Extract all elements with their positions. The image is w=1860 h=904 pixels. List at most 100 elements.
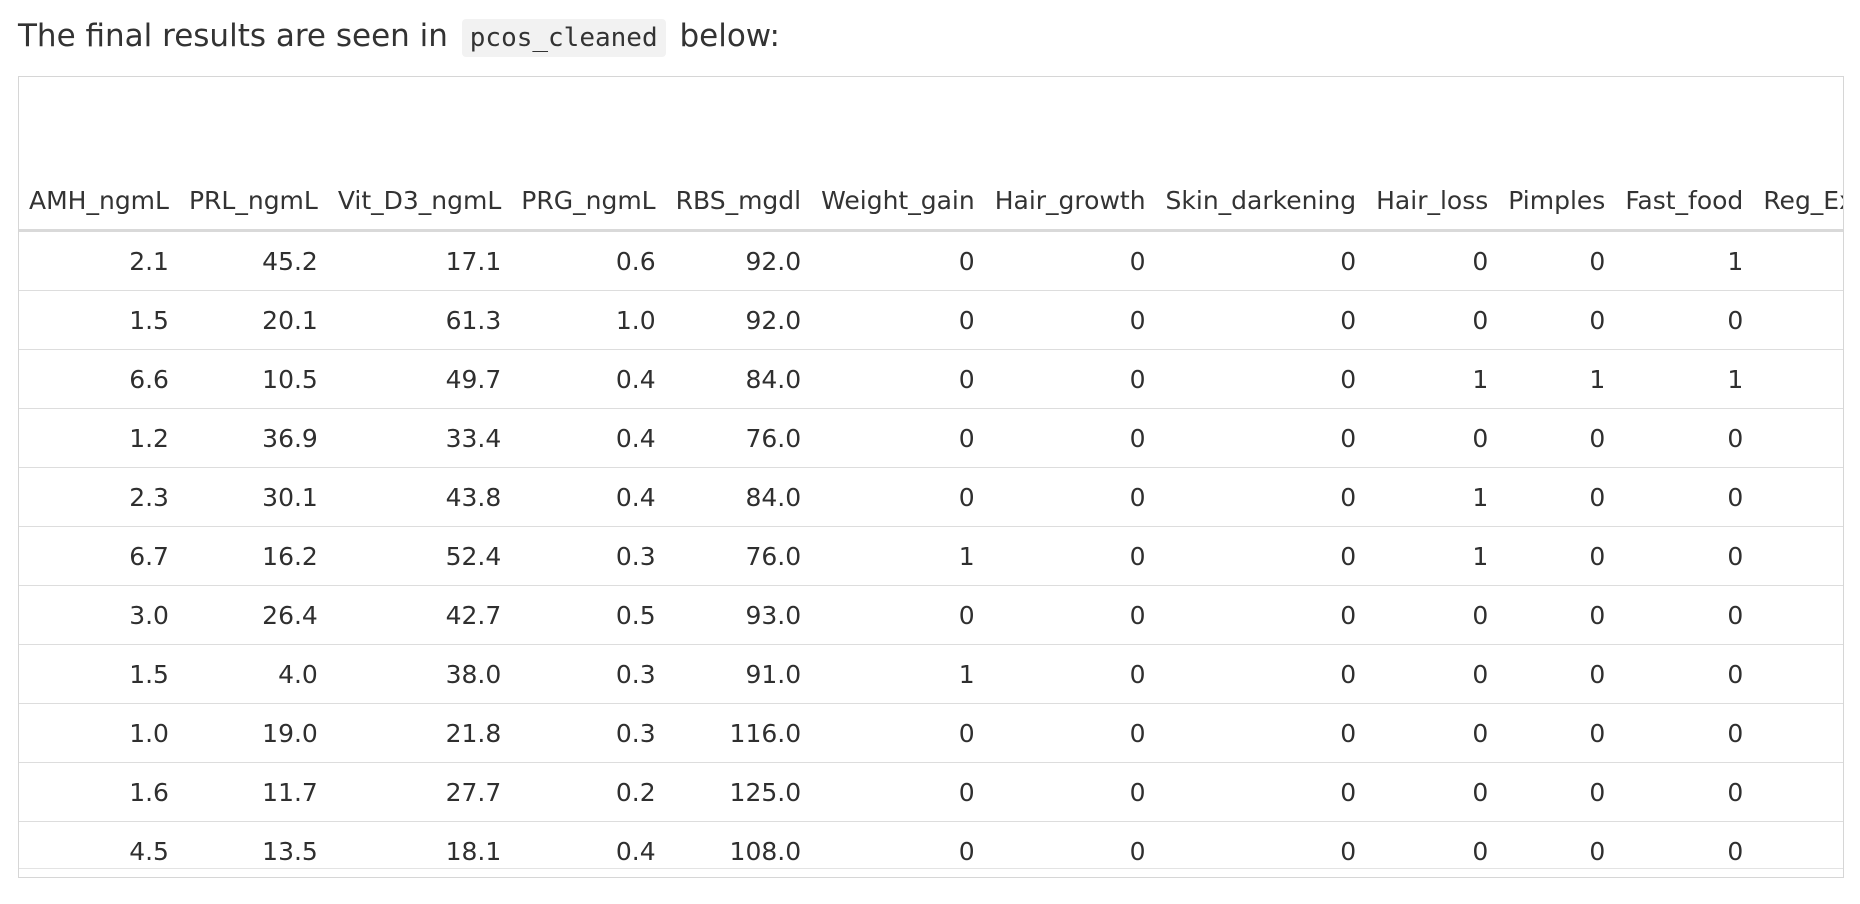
table-cell	[1753, 467, 1843, 527]
table-cell: 0	[1498, 526, 1616, 586]
table-cell: 0	[1615, 821, 1754, 877]
table-cell: 0	[1498, 703, 1616, 763]
table-cell: 76.0	[665, 526, 812, 586]
table-cell: 108.0	[665, 821, 812, 877]
table-cell: 0	[811, 230, 985, 291]
table-cell: 0	[984, 467, 1156, 527]
table-cell: 92.0	[665, 230, 812, 291]
table-cell: 27.7	[327, 762, 512, 822]
table-cell	[1753, 821, 1843, 877]
header-row: AMH_ngmL PRL_ngmL Vit_D3_ngmL PRG_ngmL RBS_m…	[19, 77, 1843, 232]
table-cell: 0	[1155, 526, 1367, 586]
table-cell: 0	[1498, 408, 1616, 468]
table-cell	[1753, 408, 1843, 468]
column-header: Vit_D3_ngmL	[327, 77, 512, 232]
table-cell: 0	[1366, 762, 1499, 822]
table-cell: 18.1	[327, 821, 512, 877]
table-cell: 42.7	[327, 585, 512, 645]
table-cell: 0	[1366, 644, 1499, 704]
table-cell: 21.8	[327, 703, 512, 763]
column-header: Hair_growth	[984, 77, 1156, 232]
table-cell: 0	[811, 349, 985, 409]
table-cell: 1	[1366, 526, 1499, 586]
table-header: AMH_ngmL PRL_ngmL Vit_D3_ngmL PRG_ngmL RBS_m…	[19, 77, 1843, 232]
table-cell	[1753, 230, 1843, 291]
table-cell: 0	[1366, 230, 1499, 291]
table-cell: 1.2	[19, 408, 179, 468]
table-cell: 0	[811, 290, 985, 350]
table-cell: 93.0	[665, 585, 812, 645]
table-row: 4.5 13.5 18.1 0.4 108.0 0 0 0 0 0 0	[19, 821, 1843, 877]
column-header: RBS_mgdl	[665, 77, 812, 232]
table-cell: 0	[1366, 408, 1499, 468]
table-cell: 45.2	[178, 230, 328, 291]
table-cell: 0.6	[511, 230, 666, 291]
table-row: 2.3 30.1 43.8 0.4 84.0 0 0 0 1 0 0	[19, 467, 1843, 527]
table-cell: 1	[1615, 230, 1754, 291]
table-cell: 10.5	[178, 349, 328, 409]
table-cell: 91.0	[665, 644, 812, 704]
table-cell: 0	[984, 762, 1156, 822]
table-cell: 0	[1155, 408, 1367, 468]
table-cell: 0.4	[511, 467, 666, 527]
table-cell: 11.7	[178, 762, 328, 822]
table-row: 1.0 19.0 21.8 0.3 116.0 0 0 0 0 0 0	[19, 703, 1843, 763]
horizontal-scrollbar[interactable]	[19, 868, 1843, 877]
table-cell: 0	[1498, 585, 1616, 645]
table-cell: 0	[1615, 762, 1754, 822]
dataframe-name-code: pcos_cleaned	[461, 19, 666, 57]
table-cell: 0	[1155, 230, 1367, 291]
table-cell: 0	[1498, 644, 1616, 704]
table-cell: 0	[1155, 644, 1367, 704]
column-header: Fast_food	[1615, 77, 1754, 232]
column-header: Skin_darkening	[1155, 77, 1367, 232]
table-cell: 1.0	[511, 290, 666, 350]
table-cell: 84.0	[665, 349, 812, 409]
table-cell: 92.0	[665, 290, 812, 350]
table-cell: 6.6	[19, 349, 179, 409]
table-cell: 1.6	[19, 762, 179, 822]
table-cell: 0	[811, 467, 985, 527]
table-cell: 0	[984, 349, 1156, 409]
table-cell: 0	[1155, 349, 1367, 409]
dataframe-table: AMH_ngmL PRL_ngmL Vit_D3_ngmL PRG_ngmL RBS_m…	[19, 77, 1843, 877]
table-cell: 1	[1615, 349, 1754, 409]
table-cell: 0	[1155, 821, 1367, 877]
table-cell: 0	[1615, 526, 1754, 586]
table-cell: 49.7	[327, 349, 512, 409]
dataframe-output[interactable]: AMH_ngmL PRL_ngmL Vit_D3_ngmL PRG_ngmL RBS_m…	[18, 76, 1844, 878]
table-cell	[1753, 585, 1843, 645]
column-header: Weight_gain	[811, 77, 985, 232]
table-cell: 0	[1155, 467, 1367, 527]
table-cell: 0	[811, 703, 985, 763]
table-cell: 0	[811, 762, 985, 822]
table-cell: 0	[1366, 703, 1499, 763]
column-header: PRG_ngmL	[511, 77, 666, 232]
table-cell: 1	[1498, 349, 1616, 409]
table-row: 1.2 36.9 33.4 0.4 76.0 0 0 0 0 0 0	[19, 408, 1843, 468]
table-row: 6.7 16.2 52.4 0.3 76.0 1 0 0 1 0 0	[19, 526, 1843, 586]
intro-text: The final results are seen in pcos_clean…	[18, 10, 780, 64]
table-cell: 0.5	[511, 585, 666, 645]
intro-prefix: The final results are seen in	[18, 18, 448, 54]
table-cell: 4.0	[178, 644, 328, 704]
table-cell: 0	[984, 821, 1156, 877]
column-header: PRL_ngmL	[178, 77, 328, 232]
table-cell: 17.1	[327, 230, 512, 291]
table-cell: 0	[1155, 703, 1367, 763]
table-row: 1.6 11.7 27.7 0.2 125.0 0 0 0 0 0 0	[19, 762, 1843, 822]
table-cell: 0	[1615, 644, 1754, 704]
table-cell	[1753, 526, 1843, 586]
table-cell: 84.0	[665, 467, 812, 527]
table-cell: 16.2	[178, 526, 328, 586]
table-cell: 1	[811, 526, 985, 586]
table-cell: 2.3	[19, 467, 179, 527]
table-cell: 76.0	[665, 408, 812, 468]
table-cell: 0	[1498, 230, 1616, 291]
table-cell: 0	[1498, 467, 1616, 527]
table-cell: 0	[1155, 762, 1367, 822]
table-row: 1.5 20.1 61.3 1.0 92.0 0 0 0 0 0 0	[19, 290, 1843, 350]
table-cell: 30.1	[178, 467, 328, 527]
table-cell: 0	[1155, 585, 1367, 645]
table-cell: 38.0	[327, 644, 512, 704]
